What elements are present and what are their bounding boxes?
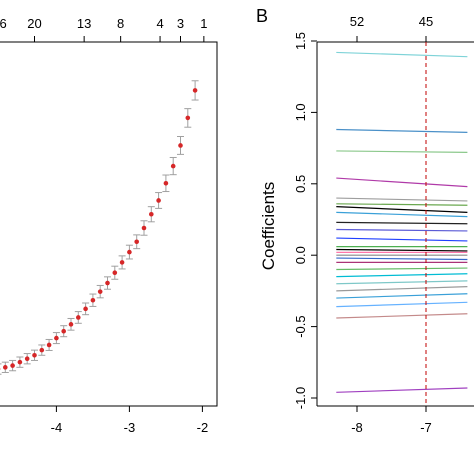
right-top-tick-label: 52 bbox=[350, 14, 364, 29]
left-top-tick-label: 26 bbox=[0, 16, 7, 31]
coefficient-path bbox=[336, 211, 468, 218]
left-top-tick-label: 13 bbox=[77, 16, 91, 31]
data-point bbox=[192, 88, 198, 93]
coefficient-path bbox=[336, 387, 468, 393]
data-point bbox=[39, 347, 45, 353]
right-top-tick-label: 45 bbox=[419, 14, 433, 29]
plot-frame-left bbox=[0, 41, 218, 407]
coefficient-path bbox=[336, 51, 468, 58]
panel-b-label: B bbox=[256, 6, 268, 26]
data-point bbox=[185, 115, 191, 121]
data-point bbox=[141, 225, 147, 231]
right-x-tick-label: -7 bbox=[420, 420, 432, 435]
coefficient-path bbox=[336, 301, 468, 308]
chart-right: B Coefficients -1.0 -0.5 0.0 0.5 1.0 1.5 -8 -7… bbox=[256, 6, 474, 435]
data-point bbox=[10, 363, 15, 368]
right-y-axis-label: Coefficients bbox=[259, 182, 278, 271]
data-point bbox=[90, 297, 96, 303]
left-top-tick-label: 8 bbox=[117, 16, 124, 31]
right-x-axis: -8 -7 bbox=[351, 406, 432, 435]
coefficient-path bbox=[336, 128, 468, 133]
left-top-tick-label: 4 bbox=[156, 16, 163, 31]
coefficient-path bbox=[336, 237, 468, 242]
data-point bbox=[32, 352, 37, 358]
left-error-bars bbox=[0, 80, 199, 375]
data-point bbox=[68, 322, 74, 327]
left-top-tick-label: 1 bbox=[200, 16, 207, 31]
coefficient-path bbox=[336, 313, 468, 319]
data-point bbox=[170, 163, 176, 169]
right-y-tick-label: -1.0 bbox=[293, 387, 308, 409]
data-point bbox=[2, 365, 8, 370]
chart-left: -4 -3 -2 26 20 13 8 43 1 bbox=[0, 16, 218, 435]
coefficient-path bbox=[336, 293, 468, 299]
right-y-tick-label: 1.0 bbox=[293, 103, 308, 121]
coefficient-path bbox=[336, 203, 468, 206]
left-x-tick-label: -4 bbox=[51, 420, 63, 435]
coefficient-path bbox=[336, 248, 468, 252]
right-y-tick-label: 1.5 bbox=[293, 32, 308, 50]
coefficient-path bbox=[336, 286, 468, 292]
coefficient-path bbox=[336, 150, 468, 153]
data-point bbox=[112, 270, 118, 276]
data-point bbox=[156, 198, 161, 203]
data-point bbox=[178, 143, 183, 148]
data-point bbox=[17, 359, 23, 365]
data-point bbox=[46, 342, 52, 348]
coefficient-path bbox=[336, 206, 468, 213]
data-point bbox=[97, 289, 103, 294]
coefficient-path bbox=[336, 257, 468, 261]
right-series-lines bbox=[336, 51, 468, 393]
coefficient-path bbox=[336, 273, 468, 278]
left-top-tick-label: 20 bbox=[27, 16, 41, 31]
left-points bbox=[0, 88, 198, 371]
data-point bbox=[119, 260, 125, 265]
right-x-tick-label: -8 bbox=[351, 420, 363, 435]
right-top-axis: 52 45 bbox=[350, 14, 433, 42]
coefficient-path bbox=[336, 177, 468, 188]
coefficient-path bbox=[336, 280, 468, 285]
data-point bbox=[105, 280, 110, 286]
right-y-axis: -1.0 -0.5 0.0 0.5 1.0 1.5 bbox=[293, 32, 317, 409]
right-y-tick-label: -0.5 bbox=[293, 315, 308, 337]
coefficient-path bbox=[336, 197, 468, 202]
coefficient-path bbox=[336, 228, 468, 232]
coefficient-path bbox=[336, 221, 468, 225]
data-point bbox=[127, 249, 132, 255]
data-point bbox=[149, 211, 154, 217]
left-top-axis: 26 20 13 8 43 1 bbox=[0, 16, 207, 42]
data-point bbox=[54, 335, 59, 341]
left-x-tick-label: -3 bbox=[124, 420, 136, 435]
left-top-tick-label: 3 bbox=[177, 16, 184, 31]
data-point bbox=[76, 315, 81, 320]
data-point bbox=[24, 356, 30, 362]
data-point bbox=[61, 328, 66, 334]
left-x-tick-label: -2 bbox=[197, 420, 209, 435]
data-point bbox=[83, 306, 88, 312]
error-bar bbox=[0, 363, 2, 375]
right-y-tick-label: 0.5 bbox=[293, 175, 308, 193]
right-y-tick-label: 0.0 bbox=[293, 246, 308, 264]
data-point bbox=[163, 180, 169, 186]
left-x-axis: -4 -3 -2 bbox=[51, 406, 209, 435]
coefficient-path bbox=[336, 267, 468, 271]
data-point bbox=[134, 239, 139, 245]
